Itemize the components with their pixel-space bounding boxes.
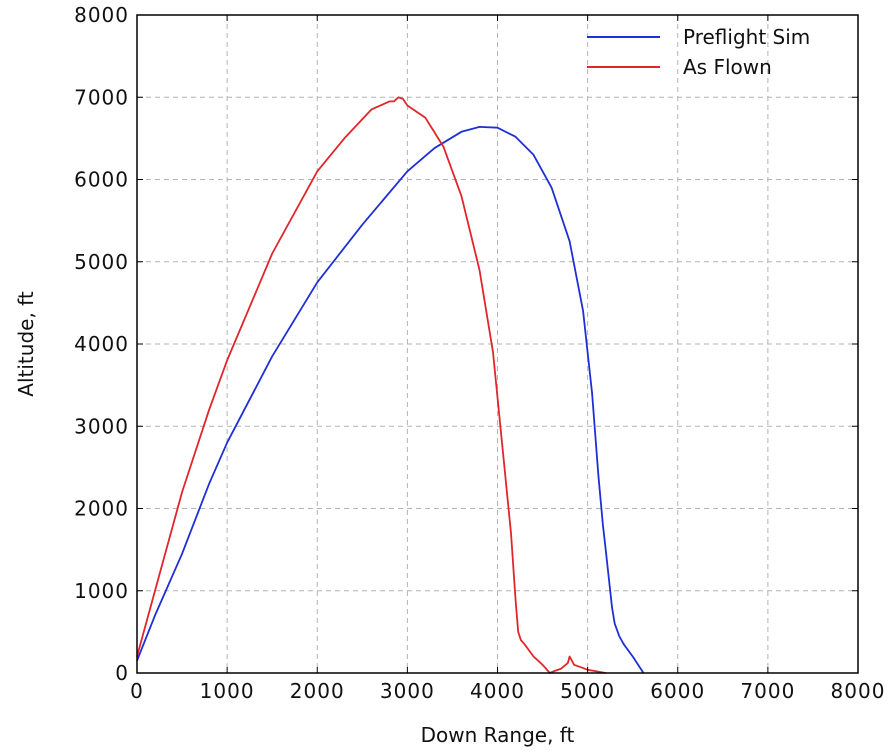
x-tick-label: 4000 [470,679,525,703]
grid-lines [137,15,858,673]
x-tick-labels: 0 1000 2000 3000 4000 5000 6000 7000 8000 [130,15,886,703]
y-tick-label: 2000 [74,497,129,521]
x-tick-label: 1000 [200,679,255,703]
plot-series [136,96,645,674]
y-tick-labels: 0 1000 2000 3000 4000 5000 6000 7000 8000 [74,3,858,685]
y-tick-label: 1000 [74,579,129,603]
y-axis-label: Altitude, ft [14,291,38,397]
legend-label-preflight-sim: Preflight Sim [683,25,810,49]
y-tick-label: 0 [115,661,129,685]
x-tick-label: 3000 [380,679,435,703]
y-tick-label: 8000 [74,3,129,27]
y-tick-label: 5000 [74,250,129,274]
legend-label-as-flown: As Flown [683,55,772,79]
series-line-as-flown [136,96,606,674]
legend: Preflight Sim As Flown [587,25,810,79]
series-line-preflight-sim [136,126,645,674]
x-tick-label: 2000 [290,679,345,703]
x-tick-label: 0 [130,679,144,703]
y-tick-label: 7000 [74,85,129,109]
y-tick-label: 6000 [74,168,129,192]
x-axis-label: Down Range, ft [421,723,575,747]
y-tick-label: 3000 [74,414,129,438]
x-tick-label: 5000 [560,679,615,703]
x-tick-label: 8000 [831,679,886,703]
x-tick-label: 6000 [650,679,705,703]
y-tick-label: 4000 [74,332,129,356]
x-tick-label: 7000 [740,679,795,703]
